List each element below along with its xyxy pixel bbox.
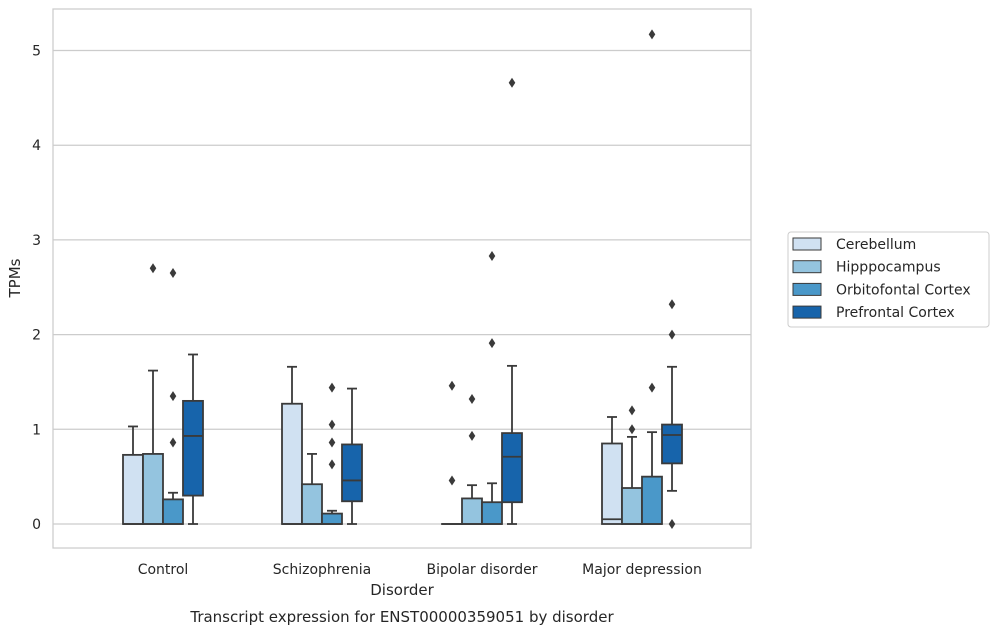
box-cerebellum-2 [441, 380, 463, 525]
legend-label: Prefrontal Cortex [836, 305, 955, 321]
outlier-point [448, 475, 456, 486]
box-prefrontal-cortex-3 [661, 299, 683, 529]
x-tick-label: Major depression [582, 562, 702, 578]
y-tick-label: 5 [32, 44, 41, 60]
box-hipppocampus-2 [461, 393, 483, 525]
outlier-point [328, 459, 336, 470]
outlier-point [668, 299, 676, 310]
outlier-point [448, 380, 456, 391]
y-tick-label: 3 [32, 233, 41, 249]
box-cerebellum-0 [122, 425, 144, 525]
outlier-point [668, 329, 676, 340]
legend-item: Prefrontal Cortex [792, 305, 955, 321]
legend-swatch [792, 305, 822, 319]
legend-item: Hipppocampus [792, 260, 941, 276]
plot-frame [52, 8, 752, 549]
box-iqr [122, 453, 144, 525]
box-iqr [641, 475, 663, 525]
legend: Cerebellum Hipppocampus Orbitofontal Corte… [787, 231, 990, 328]
box-prefrontal-cortex-1 [341, 387, 363, 525]
box-orbitofontal-cortex-1 [321, 382, 343, 525]
box-cerebellum-3 [601, 416, 623, 525]
outlier-point [149, 263, 157, 274]
box-iqr [182, 399, 204, 497]
outlier-point [628, 405, 636, 416]
outlier-point [169, 391, 177, 402]
box-iqr [142, 453, 164, 525]
legend-swatch [792, 282, 822, 296]
box-hipppocampus-1 [301, 453, 323, 525]
box-orbitofontal-cortex-3 [641, 29, 663, 525]
y-tick-label: 4 [32, 138, 41, 154]
y-tick-label: 2 [32, 328, 41, 344]
legend-label: Cerebellum [836, 237, 916, 253]
box-iqr [281, 402, 303, 525]
box-hipppocampus-0 [142, 263, 164, 525]
legend-label: Hipppocampus [836, 260, 941, 276]
box-cerebellum-1 [281, 365, 303, 525]
outlier-point [628, 424, 636, 435]
box-prefrontal-cortex-0 [182, 353, 204, 525]
box-iqr [501, 432, 523, 504]
box-orbitofontal-cortex-2 [481, 250, 503, 525]
box-iqr [481, 501, 503, 525]
outlier-point [468, 393, 476, 404]
outlier-point [169, 268, 177, 279]
x-axis-label: Disorder [370, 581, 434, 599]
box-hipppocampus-3 [621, 405, 643, 525]
legend-label: Orbitofontal Cortex [836, 282, 971, 298]
box-orbitofontal-cortex-0 [162, 268, 184, 525]
box-marks [122, 29, 683, 529]
grid-lines [53, 49, 751, 525]
y-axis-label: TPMs [6, 258, 24, 298]
outlier-point [169, 437, 177, 448]
outlier-point [648, 29, 656, 40]
y-tick-label: 0 [32, 517, 41, 533]
box-iqr [341, 443, 363, 503]
box-iqr [621, 487, 643, 525]
outlier-point [328, 437, 336, 448]
legend-swatch [792, 260, 822, 274]
outlier-point [468, 430, 476, 441]
box-iqr [661, 423, 683, 465]
outlier-point [328, 419, 336, 430]
x-axis: Control Schizophrenia Bipolar disorder Majo… [138, 562, 702, 578]
x-tick-label: Control [138, 562, 189, 578]
legend-swatch [792, 237, 822, 251]
outlier-point [328, 382, 336, 393]
y-axis: 0 1 2 3 4 5 [32, 44, 41, 534]
box-iqr [461, 497, 483, 525]
box-iqr [301, 483, 323, 525]
chart-caption: Transcript expression for ENST0000035905… [189, 608, 614, 626]
outlier-point [488, 250, 496, 261]
outlier-point [508, 77, 516, 88]
box-prefrontal-cortex-2 [501, 77, 523, 525]
legend-item: Orbitofontal Cortex [792, 282, 971, 298]
legend-frame [787, 231, 990, 328]
legend-item: Cerebellum [792, 237, 916, 253]
box-iqr [321, 512, 343, 525]
box-iqr [162, 498, 184, 525]
outlier-point [668, 519, 676, 529]
outlier-point [648, 382, 656, 393]
x-tick-label: Schizophrenia [273, 562, 371, 578]
outlier-point [488, 338, 496, 349]
x-tick-label: Bipolar disorder [426, 562, 537, 578]
box-iqr [601, 442, 623, 525]
y-tick-label: 1 [32, 422, 41, 438]
